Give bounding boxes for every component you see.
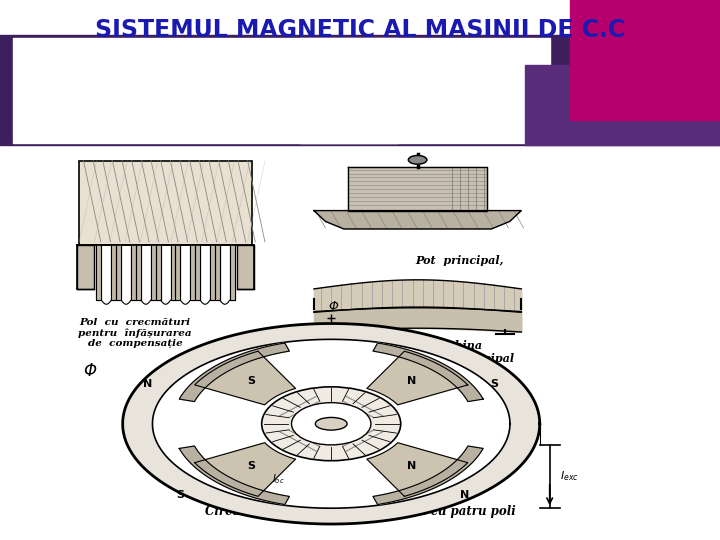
Bar	[300, 38, 550, 143]
Polygon shape	[237, 245, 254, 289]
Text: N: N	[407, 376, 416, 386]
Polygon shape	[210, 245, 215, 300]
Text: Pol  cu  crестături
pentru  înfășurarea
de  compensație: Pol cu crестături pentru înfășurarea de …	[78, 318, 192, 348]
Polygon shape	[194, 351, 295, 405]
Polygon shape	[96, 245, 102, 300]
Text: SISTEMUL MAGNETIC AL MASINII DE C.C: SISTEMUL MAGNETIC AL MASINII DE C.C	[95, 18, 625, 42]
Polygon shape	[179, 446, 289, 504]
Text: $I_{exc}$: $I_{exc}$	[559, 470, 578, 483]
Polygon shape	[150, 245, 156, 300]
Polygon shape	[179, 343, 289, 402]
Polygon shape	[367, 443, 468, 496]
Polygon shape	[156, 245, 161, 300]
Polygon shape	[314, 211, 521, 229]
Text: S: S	[176, 490, 184, 500]
Polygon shape	[367, 351, 468, 405]
Polygon shape	[131, 245, 136, 300]
Text: Bobina
polului  principal: Bobina polului principal	[406, 340, 514, 364]
Polygon shape	[153, 339, 510, 508]
Polygon shape	[176, 245, 181, 300]
Bar	[79, 161, 252, 245]
Polygon shape	[215, 245, 220, 300]
Text: S: S	[247, 376, 255, 386]
Text: Φ: Φ	[83, 362, 96, 380]
Bar	[525, 65, 720, 145]
Polygon shape	[373, 343, 483, 402]
Polygon shape	[373, 446, 483, 504]
Polygon shape	[230, 245, 235, 300]
Text: Circuitul magnetic al unei mașini cu patru poli: Circuitul magnetic al unei mașini cu pat…	[204, 505, 516, 518]
Circle shape	[261, 387, 401, 461]
Text: Φ: Φ	[328, 300, 338, 313]
Polygon shape	[122, 323, 540, 524]
Polygon shape	[136, 245, 141, 300]
Bar	[430, 35, 720, 145]
Text: N: N	[460, 490, 469, 500]
Polygon shape	[116, 245, 121, 300]
Ellipse shape	[315, 417, 347, 430]
Text: $I_{oc}$: $I_{oc}$	[271, 472, 284, 485]
Polygon shape	[112, 245, 116, 300]
Text: Pot  principal,: Pot principal,	[415, 255, 504, 266]
Text: S: S	[247, 461, 255, 471]
Polygon shape	[194, 443, 295, 496]
Polygon shape	[190, 245, 195, 300]
Polygon shape	[348, 167, 487, 211]
Text: S: S	[490, 379, 498, 389]
Polygon shape	[171, 245, 176, 300]
Polygon shape	[195, 245, 200, 300]
Text: N: N	[143, 379, 152, 389]
Circle shape	[292, 403, 371, 445]
Polygon shape	[77, 245, 94, 289]
Circle shape	[408, 156, 427, 164]
Bar	[570, 0, 720, 120]
Bar	[0, 35, 430, 145]
Bar	[13, 38, 398, 143]
Text: N: N	[407, 461, 416, 471]
